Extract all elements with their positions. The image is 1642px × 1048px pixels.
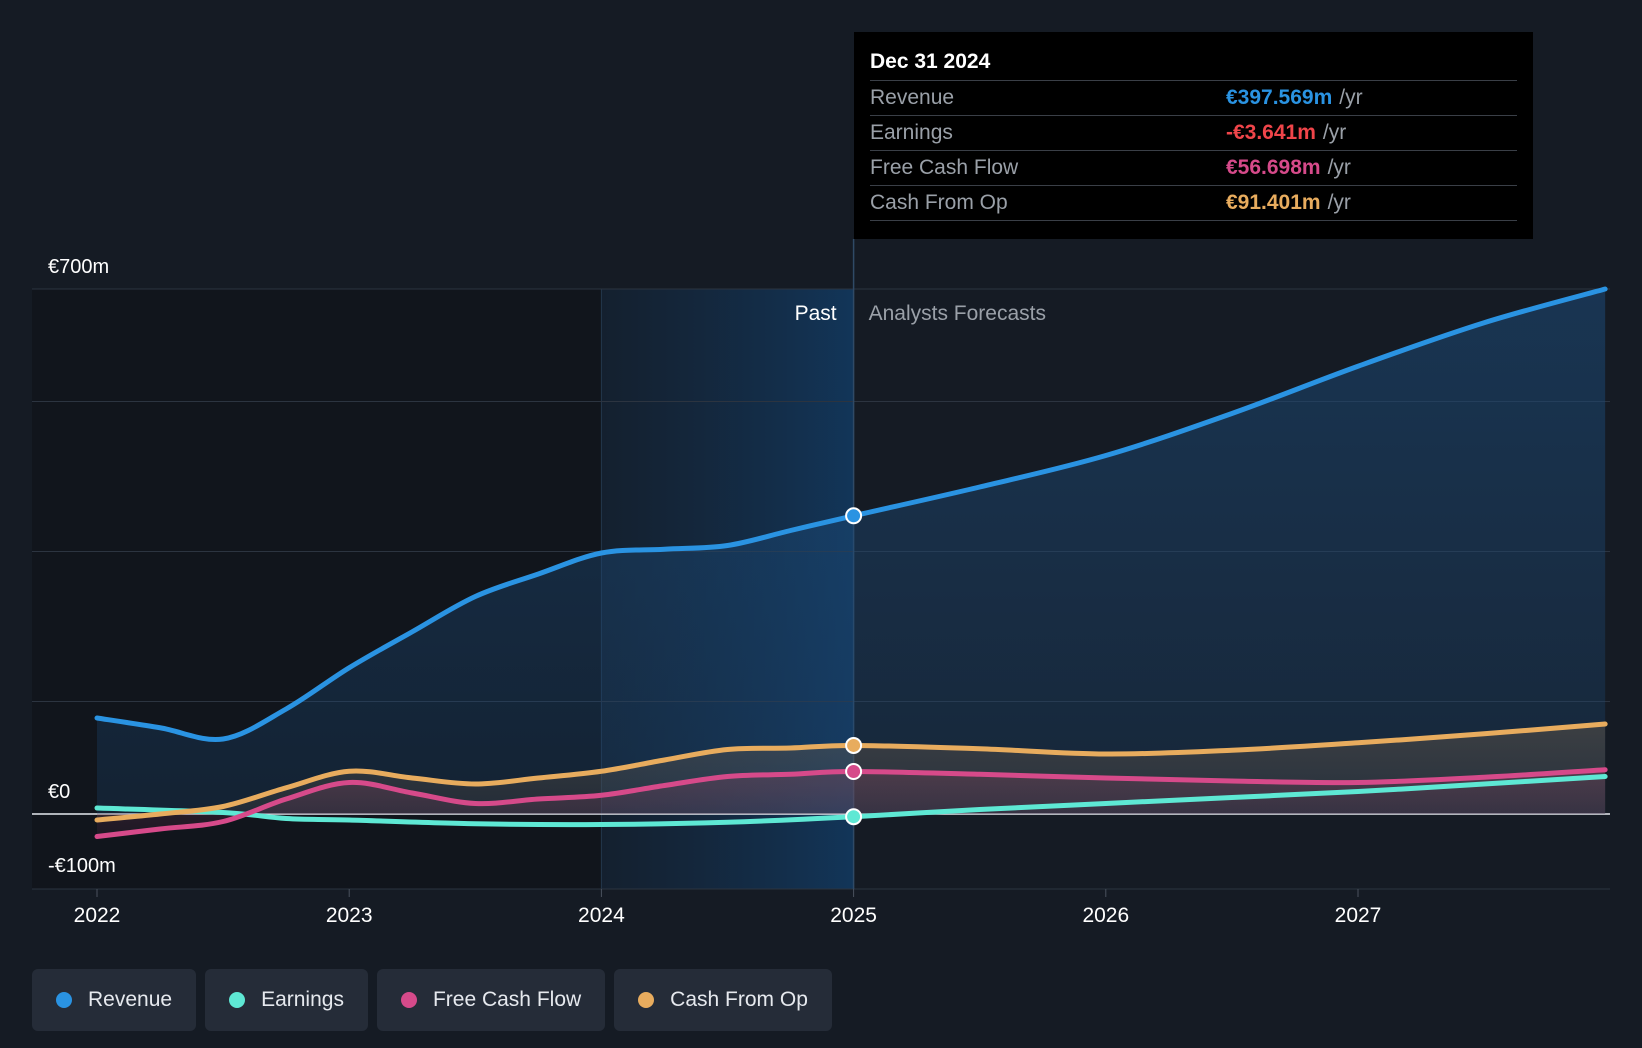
x-tick-label: 2024 [578, 904, 625, 927]
tooltip-unit: /yr [1327, 156, 1351, 179]
legend-dot-icon [400, 992, 417, 1008]
legend-item-earnings[interactable]: Earnings [205, 969, 368, 1031]
tooltip-row-earnings: Earnings -€3.641m /yr [870, 116, 1517, 151]
x-tick-label: 2025 [830, 904, 877, 927]
area-revenue [97, 289, 1606, 814]
tooltip-row-revenue: Revenue €397.569m /yr [870, 81, 1517, 116]
tooltip-unit: /yr [1339, 86, 1363, 109]
series-line-revenue [94, 286, 1608, 743]
tooltip-unit: /yr [1322, 121, 1347, 144]
forecast-label: Analysts Forecasts [869, 302, 1046, 325]
marker-earnings [845, 808, 863, 826]
series-line-free-cash-flow [94, 767, 1608, 839]
legend-label: Free Cash Flow [432, 988, 582, 1011]
tooltip-value: €397.569m [1226, 86, 1333, 109]
series-line-earnings [94, 774, 1608, 828]
tooltip-unit: /yr [1327, 191, 1351, 214]
legend-item-free-cash-flow[interactable]: Free Cash Flow [376, 969, 606, 1031]
legend-label: Earnings [261, 988, 344, 1011]
tooltip-value: €91.401m [1226, 191, 1321, 214]
marker-free-cash-flow [845, 762, 863, 780]
x-tick-label: 2023 [326, 904, 373, 927]
tooltip-value: -€3.641m [1226, 121, 1316, 144]
legend-label: Revenue [88, 988, 173, 1011]
tooltip-row-cash-from-op: Cash From Op €91.401m /yr [870, 186, 1517, 221]
legend-label: Cash From Op [670, 988, 808, 1011]
tooltip-label: Earnings [870, 121, 953, 144]
x-tick-label: 2026 [1082, 904, 1129, 927]
past-label: Past [795, 302, 837, 325]
legend-dot-icon [229, 992, 246, 1008]
series-line-cash-from-op [94, 721, 1608, 823]
y-tick-label: -€100m [48, 855, 116, 877]
tooltip-panel: Dec 31 2024 Revenue €397.569m /yr Earnin… [854, 32, 1533, 239]
tooltip-label: Cash From Op [870, 191, 1008, 214]
legend: Revenue Earnings Free Cash Flow Cash Fro… [32, 969, 832, 1031]
tooltip-row-free-cash-flow: Free Cash Flow €56.698m /yr [870, 151, 1517, 186]
y-tick-label: €700m [48, 256, 109, 278]
y-tick-label: €0 [48, 781, 70, 803]
tooltip-label: Free Cash Flow [870, 156, 1019, 179]
x-tick-label: 2027 [1335, 904, 1382, 927]
legend-dot-icon [56, 992, 72, 1008]
tooltip-value: €56.698m [1226, 156, 1321, 179]
tooltip-date: Dec 31 2024 [870, 44, 1517, 81]
legend-item-cash-from-op[interactable]: Cash From Op [614, 969, 832, 1031]
marker-revenue [845, 507, 863, 525]
legend-dot-icon [638, 992, 655, 1008]
legend-item-revenue[interactable]: Revenue [32, 969, 197, 1031]
tooltip-label: Revenue [870, 86, 955, 109]
x-tick-label: 2022 [74, 904, 121, 927]
marker-cash-from-op [845, 736, 863, 754]
